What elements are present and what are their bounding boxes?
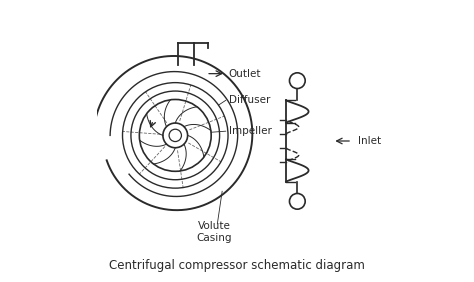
Text: Centrifugal compressor schematic diagram: Centrifugal compressor schematic diagram	[109, 259, 365, 272]
Text: Diffuser: Diffuser	[228, 95, 270, 105]
Text: Volute
Casing: Volute Casing	[197, 221, 232, 243]
Text: Impeller: Impeller	[228, 126, 272, 136]
Text: Inlet: Inlet	[358, 136, 381, 146]
Text: Outlet: Outlet	[228, 69, 261, 79]
